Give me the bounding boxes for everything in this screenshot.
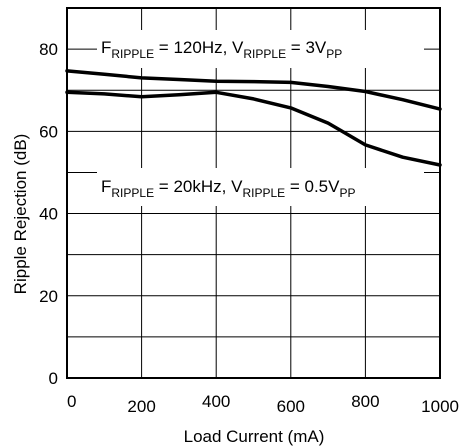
annotation-20khz-v-val: = 0.5V: [285, 177, 340, 196]
annotation-20khz-bg: [97, 168, 424, 206]
annotation-20khz-f-val: = 20kHz, V: [154, 177, 243, 196]
annotation-120hz-f-val: = 120Hz, V: [154, 38, 244, 57]
y-tick-label: 80: [39, 40, 58, 59]
series-lines: [65, 69, 442, 167]
x-tick-label: 0: [67, 392, 76, 411]
annotation-20khz-v-sub: RIPPLE: [242, 186, 285, 200]
x-tick-label: 800: [351, 392, 379, 411]
x-tick-label: 200: [127, 397, 155, 416]
x-axis-title: Load Current (mA): [184, 427, 325, 446]
y-axis-title: Ripple Rejection (dB): [11, 134, 30, 295]
annotation-120hz-f: F: [101, 38, 111, 57]
annotation-120hz-v-val: = 3V: [286, 38, 327, 57]
x-tick-label: 400: [202, 392, 230, 411]
annotation-20khz-pp-sub: PP: [339, 186, 355, 200]
annotation-120hz-bg: [97, 30, 424, 68]
annotation-120hz-f-sub: RIPPLE: [111, 47, 154, 61]
annotation-120hz: FRIPPLE = 120Hz, VRIPPLE = 3VPP: [97, 30, 424, 68]
series-line-20khz: [65, 90, 442, 167]
series-line-120hz: [65, 69, 442, 111]
y-tick-label: 0: [49, 369, 58, 388]
annotation-120hz-pp-sub: PP: [326, 47, 342, 61]
y-tick-label: 40: [39, 205, 58, 224]
annotation-20khz-f: F: [101, 177, 111, 196]
svg-text:FRIPPLE = 20kHz, VRIPPLE = 0.5: FRIPPLE = 20kHz, VRIPPLE = 0.5VPP: [101, 177, 356, 200]
svg-text:FRIPPLE = 120Hz, VRIPPLE = 3VP: FRIPPLE = 120Hz, VRIPPLE = 3VPP: [101, 38, 342, 61]
annotation-20khz-f-sub: RIPPLE: [111, 186, 154, 200]
annotation-120hz-v-sub: RIPPLE: [243, 47, 286, 61]
x-tick-label: 600: [277, 397, 305, 416]
x-tick-label: 1000: [421, 397, 459, 416]
tick-labels: 0 200 400 600 800 1000 0 20 40 60 80: [39, 40, 459, 416]
annotation-20khz: FRIPPLE = 20kHz, VRIPPLE = 0.5VPP: [97, 168, 424, 206]
y-tick-label: 20: [39, 287, 58, 306]
y-tick-label: 60: [39, 122, 58, 141]
plot-frame: [66, 7, 441, 379]
